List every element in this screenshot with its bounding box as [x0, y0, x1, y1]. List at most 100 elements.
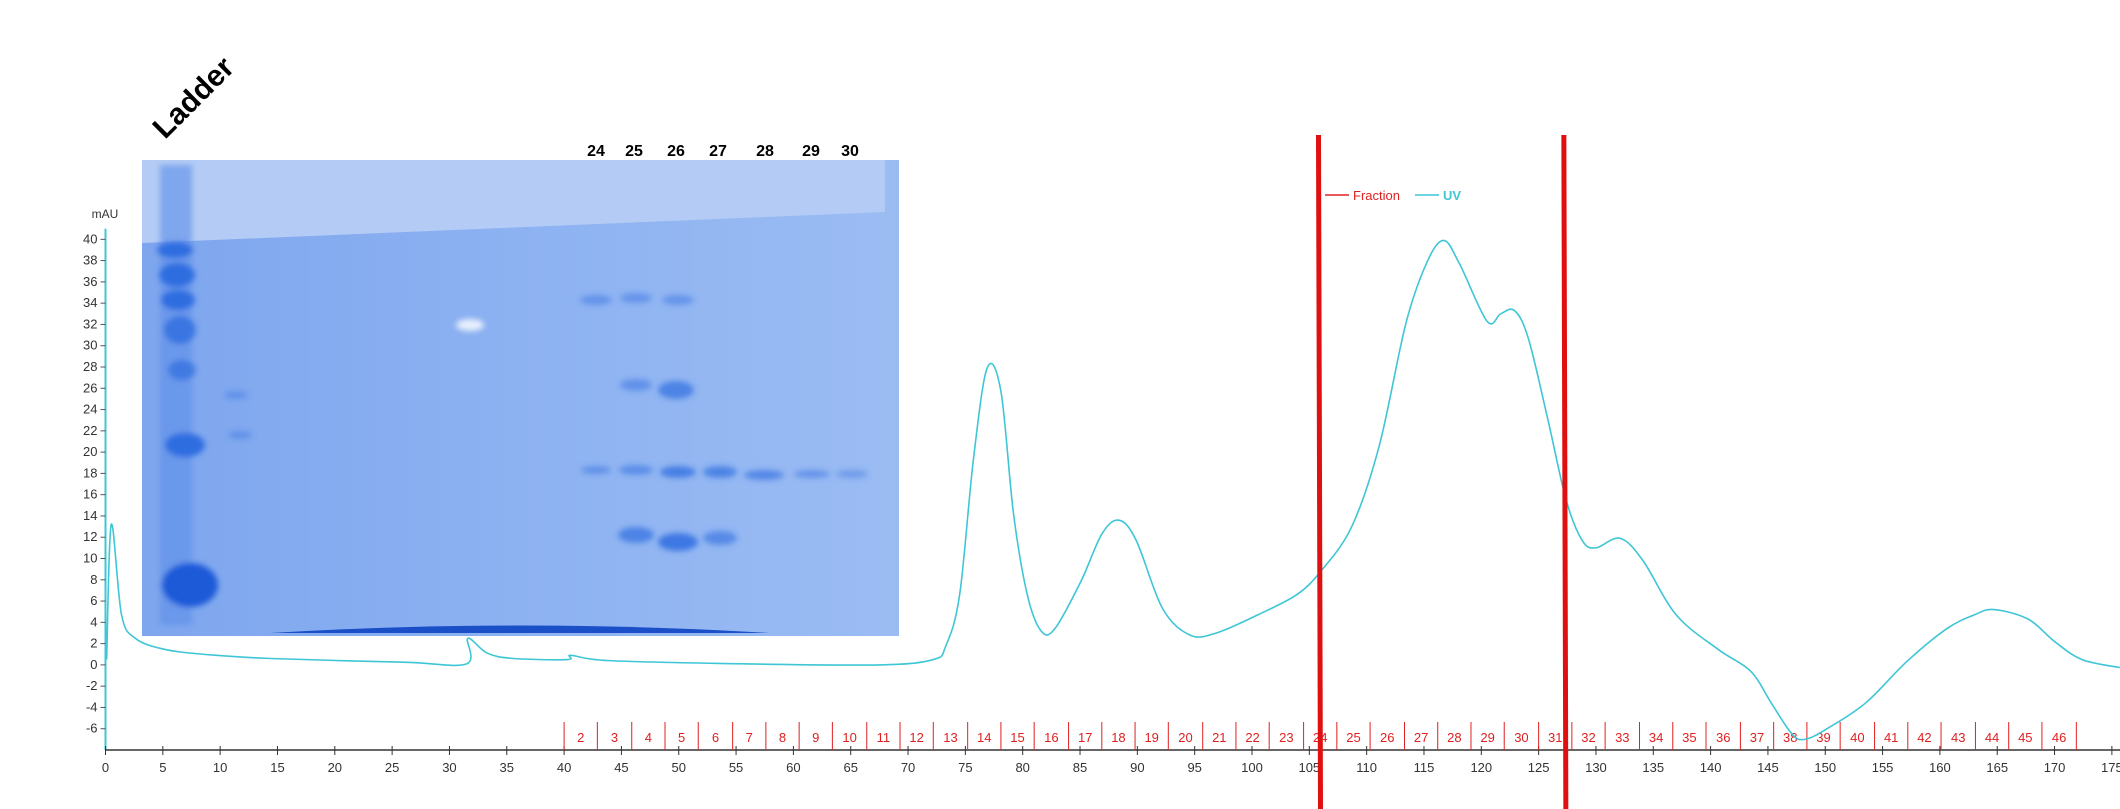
x-tick-label: 40 — [557, 760, 571, 775]
fraction-label: 6 — [712, 730, 719, 745]
y-tick-label: 32 — [83, 316, 97, 331]
gel-lane-label: 29 — [802, 143, 820, 160]
fraction-label: 39 — [1816, 730, 1830, 745]
fraction-label: 21 — [1212, 730, 1226, 745]
gel-lane-label: 24 — [587, 143, 605, 160]
y-tick-label: -6 — [86, 721, 98, 736]
fraction-label: 10 — [842, 730, 856, 745]
fraction-label: 12 — [909, 730, 923, 745]
fraction-marker-line — [1318, 135, 1320, 809]
y-tick-label: 38 — [83, 253, 97, 268]
x-tick-label: 60 — [786, 760, 800, 775]
fraction-label: 18 — [1111, 730, 1125, 745]
legend-label: UV — [1443, 188, 1461, 203]
x-tick-label: 125 — [1528, 760, 1550, 775]
y-tick-label: 20 — [83, 444, 97, 459]
y-tick-label: 26 — [83, 380, 97, 395]
x-tick-label: 175 — [2101, 760, 2120, 775]
legend-label: Fraction — [1353, 188, 1400, 203]
y-tick-label: -2 — [86, 678, 98, 693]
fraction-label: 37 — [1750, 730, 1764, 745]
fraction-label: 43 — [1951, 730, 1965, 745]
x-tick-label: 145 — [1757, 760, 1779, 775]
x-tick-label: 165 — [1986, 760, 2008, 775]
x-tick-label: 160 — [1929, 760, 1951, 775]
fraction-label: 17 — [1078, 730, 1092, 745]
x-tick-label: 155 — [1872, 760, 1894, 775]
y-tick-label: 18 — [83, 465, 97, 480]
x-tick-label: 90 — [1130, 760, 1144, 775]
x-tick-label: 50 — [672, 760, 686, 775]
y-tick-label: 28 — [83, 359, 97, 374]
x-tick-label: 20 — [328, 760, 342, 775]
fraction-label: 44 — [1985, 730, 1999, 745]
y-tick-label: 30 — [83, 338, 97, 353]
x-tick-label: 65 — [843, 760, 857, 775]
x-tick-label: 110 — [1356, 760, 1377, 775]
gel-lane-label: 28 — [756, 143, 774, 160]
fraction-label: 27 — [1414, 730, 1428, 745]
fraction-label: 33 — [1615, 730, 1629, 745]
fraction-label: 35 — [1682, 730, 1696, 745]
y-tick-label: 22 — [83, 423, 97, 438]
x-tick-label: 25 — [385, 760, 399, 775]
gel-image — [142, 160, 899, 636]
x-tick-label: 140 — [1700, 760, 1722, 775]
gel-lane-label: 25 — [625, 143, 643, 160]
chart: Ladder mAU 24252627282930-6-4-2024681012… — [0, 0, 2120, 809]
fraction-label: 7 — [746, 730, 753, 745]
fraction-label: 15 — [1010, 730, 1024, 745]
x-tick-label: 5 — [159, 760, 166, 775]
y-tick-label: 8 — [90, 572, 97, 587]
x-tick-label: 75 — [958, 760, 972, 775]
x-tick-label: 130 — [1585, 760, 1607, 775]
fraction-label: 32 — [1581, 730, 1595, 745]
gel-ladder-label: Ladder — [147, 51, 241, 145]
x-tick-label: 10 — [213, 760, 227, 775]
y-tick-label: 6 — [90, 593, 97, 608]
fraction-label: 20 — [1178, 730, 1192, 745]
gel-lane-label: 27 — [709, 143, 727, 160]
y-tick-label: 10 — [83, 551, 97, 566]
fraction-label: 11 — [877, 730, 891, 745]
fraction-label: 2 — [577, 730, 584, 745]
fraction-label: 30 — [1514, 730, 1528, 745]
x-tick-label: 0 — [102, 760, 109, 775]
x-tick-label: 45 — [614, 760, 628, 775]
y-tick-label: 16 — [83, 487, 97, 502]
y-tick-label: 12 — [83, 529, 97, 544]
fraction-marker-line — [1564, 135, 1566, 809]
x-tick-label: 35 — [500, 760, 514, 775]
fraction-label: 34 — [1649, 730, 1663, 745]
y-tick-label: -4 — [86, 699, 98, 714]
fraction-label: 13 — [943, 730, 957, 745]
x-tick-label: 170 — [2044, 760, 2066, 775]
page: Ladder mAU 24252627282930-6-4-2024681012… — [0, 0, 2120, 809]
x-tick-label: 115 — [1414, 760, 1435, 775]
x-tick-label: 105 — [1298, 760, 1320, 775]
fraction-label: 40 — [1850, 730, 1864, 745]
fraction-label: 23 — [1279, 730, 1293, 745]
fraction-label: 14 — [977, 730, 991, 745]
fraction-label: 46 — [2052, 730, 2066, 745]
fraction-label: 28 — [1447, 730, 1461, 745]
y-tick-label: 0 — [90, 657, 97, 672]
fraction-label: 3 — [611, 730, 618, 745]
x-tick-label: 120 — [1470, 760, 1492, 775]
fraction-label: 9 — [812, 730, 819, 745]
x-tick-label: 55 — [729, 760, 743, 775]
fraction-label: 26 — [1380, 730, 1394, 745]
y-tick-label: 40 — [83, 231, 97, 246]
fraction-label: 5 — [678, 730, 685, 745]
gel-lane-label: 30 — [841, 143, 859, 160]
fraction-label: 36 — [1716, 730, 1730, 745]
fraction-label: 16 — [1044, 730, 1058, 745]
x-tick-label: 15 — [270, 760, 284, 775]
fraction-label: 42 — [1917, 730, 1931, 745]
x-tick-label: 135 — [1642, 760, 1664, 775]
x-tick-label: 95 — [1187, 760, 1201, 775]
fraction-label: 29 — [1480, 730, 1494, 745]
x-tick-label: 150 — [1814, 760, 1836, 775]
y-tick-label: 4 — [90, 614, 97, 629]
fraction-label: 22 — [1245, 730, 1259, 745]
